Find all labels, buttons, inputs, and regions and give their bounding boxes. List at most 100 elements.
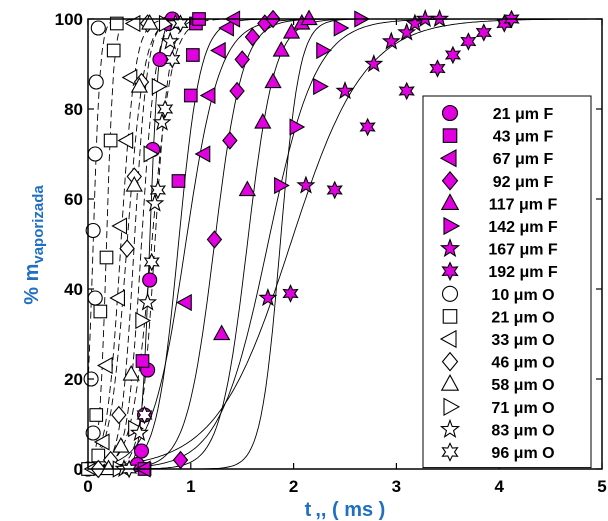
x-tick-label: 0 bbox=[83, 477, 92, 496]
y-tick-label: 0 bbox=[74, 460, 83, 479]
legend-label: 71 μm O bbox=[491, 400, 554, 417]
legend-marker bbox=[439, 329, 457, 349]
data-point bbox=[119, 239, 135, 258]
legend-label: 21 μm F bbox=[493, 106, 554, 123]
data-point bbox=[429, 59, 446, 78]
data-point bbox=[398, 81, 415, 101]
data-point bbox=[111, 217, 128, 235]
y-tick-label: 40 bbox=[64, 280, 83, 299]
y-axis-label-sub: vaporizada bbox=[30, 185, 47, 264]
data-point bbox=[136, 405, 153, 425]
data-point bbox=[333, 19, 350, 37]
data-point bbox=[359, 117, 376, 137]
legend-marker bbox=[443, 397, 461, 416]
legend-marker bbox=[440, 374, 460, 391]
data-point bbox=[176, 293, 192, 312]
data-point bbox=[183, 88, 198, 103]
data-point bbox=[364, 53, 384, 73]
data-point bbox=[397, 22, 417, 41]
data-point bbox=[142, 272, 158, 288]
data-point bbox=[89, 408, 104, 422]
y-tick-label: 100 bbox=[55, 10, 83, 29]
data-point bbox=[85, 222, 101, 239]
data-point bbox=[122, 364, 140, 381]
data-point bbox=[152, 51, 168, 68]
legend-label: 167 μm F bbox=[488, 242, 558, 259]
data-point bbox=[254, 112, 272, 129]
data-point bbox=[218, 19, 234, 37]
data-point bbox=[282, 284, 299, 303]
y-tick-label: 80 bbox=[64, 100, 83, 119]
legend-label: 83 μm O bbox=[491, 422, 554, 439]
legend-label: 92 μm F bbox=[493, 174, 554, 191]
data-point bbox=[335, 81, 355, 100]
data-point bbox=[152, 112, 172, 131]
legend-marker bbox=[443, 216, 461, 236]
x-axis-label: t ,, ( ms ) bbox=[305, 499, 386, 521]
data-point bbox=[238, 180, 256, 197]
data-point bbox=[194, 145, 211, 163]
data-point bbox=[160, 31, 180, 50]
data-point bbox=[234, 50, 250, 69]
data-point bbox=[171, 174, 186, 188]
data-point bbox=[316, 41, 332, 60]
legend-marker bbox=[442, 128, 458, 143]
data-point bbox=[145, 193, 165, 212]
data-point bbox=[186, 48, 200, 62]
data-point bbox=[296, 175, 316, 194]
data-point bbox=[460, 32, 477, 51]
data-point bbox=[300, 9, 318, 26]
legend-marker bbox=[442, 309, 458, 324]
data-point bbox=[117, 131, 134, 150]
legend-marker bbox=[441, 170, 459, 191]
legend-label: 58 μm O bbox=[491, 377, 554, 394]
legend-label: 192 μm F bbox=[488, 264, 558, 281]
data-point bbox=[151, 77, 168, 96]
data-point bbox=[135, 311, 151, 330]
legend-label: 33 μm O bbox=[491, 332, 554, 349]
data-point bbox=[103, 133, 118, 148]
data-point bbox=[141, 13, 159, 30]
legend-marker bbox=[441, 351, 459, 372]
legend-label: 96 μm O bbox=[491, 445, 554, 462]
data-point bbox=[99, 459, 118, 476]
data-point bbox=[99, 250, 114, 265]
data-point bbox=[289, 118, 306, 136]
legend-label: 43 μm F bbox=[493, 129, 554, 146]
x-tick-label: 1 bbox=[186, 477, 195, 496]
legend-label: 67 μm F bbox=[493, 151, 554, 168]
x-tick-label: 2 bbox=[289, 477, 298, 496]
data-point bbox=[130, 76, 149, 93]
legend-label: 117 μm F bbox=[489, 196, 558, 213]
series-markers bbox=[80, 9, 520, 479]
y-axis-label-main: % m bbox=[21, 264, 43, 305]
data-point bbox=[405, 13, 425, 32]
data-point bbox=[326, 180, 343, 200]
legend-marker bbox=[439, 418, 461, 438]
data-point bbox=[149, 180, 167, 200]
data-point bbox=[125, 175, 143, 192]
x-tick-label: 3 bbox=[392, 477, 401, 496]
data-point bbox=[229, 81, 245, 101]
data-point bbox=[111, 405, 127, 425]
data-point bbox=[206, 230, 223, 249]
x-tick-label: 5 bbox=[597, 477, 606, 496]
data-point bbox=[264, 72, 282, 89]
data-point bbox=[109, 16, 124, 31]
data-point bbox=[138, 292, 158, 311]
data-point bbox=[112, 436, 130, 453]
data-point bbox=[313, 77, 329, 96]
data-point bbox=[93, 304, 108, 319]
data-point bbox=[274, 176, 290, 195]
y-tick-label: 60 bbox=[64, 190, 83, 209]
plot-frame bbox=[87, 18, 603, 470]
x-tick-label: 4 bbox=[494, 477, 504, 496]
data-point bbox=[109, 289, 125, 307]
data-point bbox=[133, 443, 150, 459]
legend-label: 21 μm O bbox=[491, 309, 554, 326]
data-point bbox=[121, 68, 138, 87]
data-point bbox=[96, 356, 113, 375]
legend-label: 46 μm O bbox=[491, 355, 554, 372]
data-point bbox=[213, 324, 231, 341]
legend-marker bbox=[441, 104, 459, 122]
